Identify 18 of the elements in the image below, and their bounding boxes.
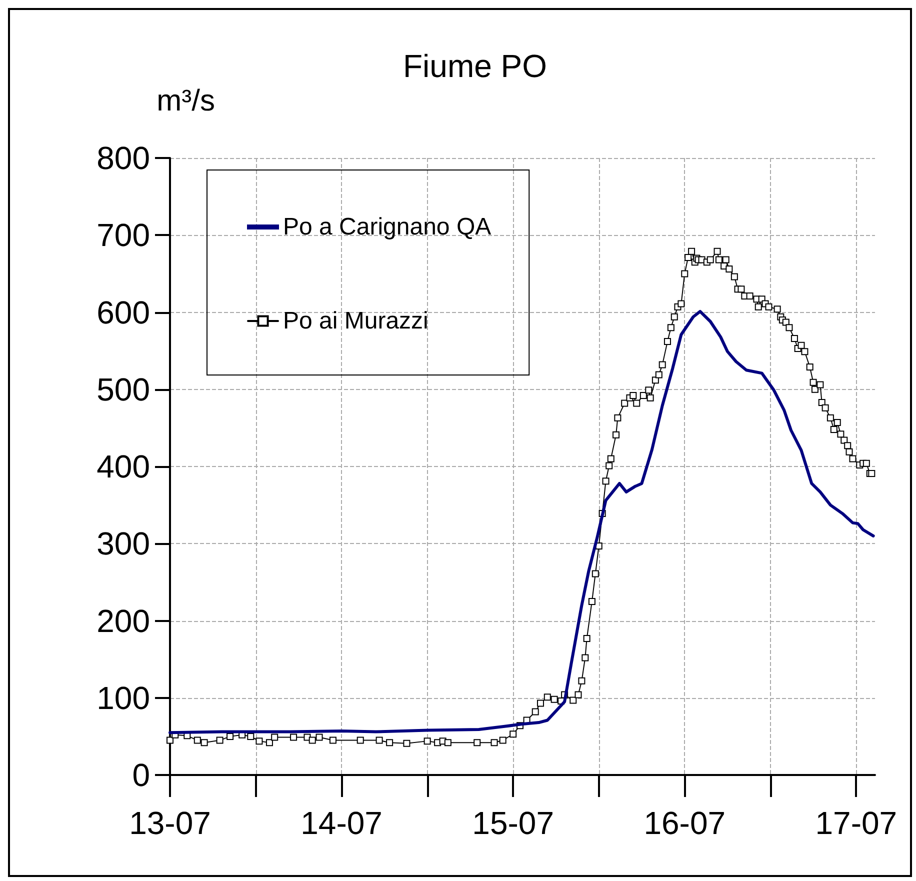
chart-title: Fiume PO — [402, 48, 548, 84]
legend-label: Po ai Murazzi — [283, 308, 428, 334]
x-tick-label: 15-07 — [472, 805, 554, 841]
y-tick-label: 400 — [96, 448, 150, 484]
y-tick-label: 200 — [96, 602, 150, 639]
y-tick-label: 600 — [96, 294, 150, 330]
x-tick-label: 16-07 — [644, 805, 726, 841]
x-tick-label: 17-07 — [815, 805, 898, 841]
legend-label: Po a Carignano QA — [283, 214, 492, 240]
y-tick-label: 700 — [96, 217, 150, 254]
y-tick-label: 500 — [96, 371, 150, 408]
y-tick-label: 100 — [96, 680, 150, 716]
y-axis-title: m³/s — [156, 84, 215, 118]
y-tick-label: 300 — [96, 526, 150, 562]
y-tick-label: 0 — [132, 757, 150, 793]
x-tick-label: 13-07 — [129, 805, 211, 841]
y-tick-label: 800 — [96, 140, 150, 176]
x-tick-label: 14-07 — [300, 805, 382, 841]
